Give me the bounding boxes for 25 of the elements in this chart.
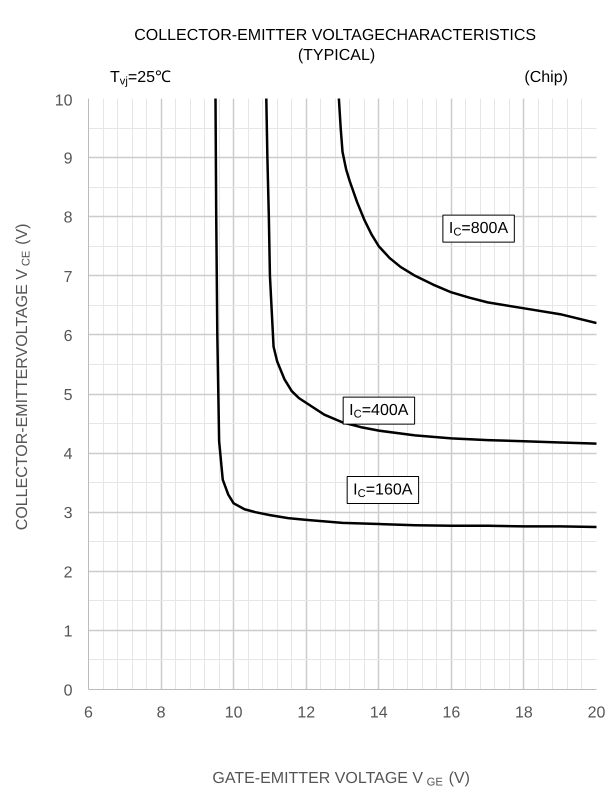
x-tick-label: 10 (224, 704, 243, 722)
x-tick-label: 6 (84, 704, 94, 722)
y-tick-label: 8 (64, 210, 73, 227)
x-tick-label: 18 (515, 704, 533, 722)
text: (Chip) (524, 69, 568, 86)
y-tick-label: 7 (64, 268, 73, 286)
x-tick-label: 8 (156, 704, 166, 722)
line-series (214, 98, 596, 528)
y-tick-label: 6 (64, 328, 73, 345)
y-tick-label: 5 (64, 387, 73, 404)
y-axis-title: COLLECTOR-EMITTERVOLTAGE VCE (V) (14, 224, 32, 530)
x-tick-label: 20 (588, 704, 606, 722)
line-series (338, 98, 596, 324)
y-tick-label: 2 (64, 564, 73, 582)
y-tick-label: 9 (64, 150, 73, 168)
y-tick-label: 0 (64, 682, 73, 700)
x-tick-label: 12 (297, 704, 316, 722)
x-tick-label: 14 (370, 704, 388, 722)
y-tick-label: 4 (64, 446, 73, 464)
y-tick-label: 1 (64, 623, 73, 640)
line-series (265, 98, 596, 445)
y-tick-label: 3 (64, 505, 73, 522)
chart-title: COLLECTOR-EMITTER VOLTAGECHARACTERISTICS (TYPICAL) (134, 27, 536, 64)
x-tick-label: 16 (442, 704, 460, 722)
y-tick-label: 10 (54, 92, 73, 110)
